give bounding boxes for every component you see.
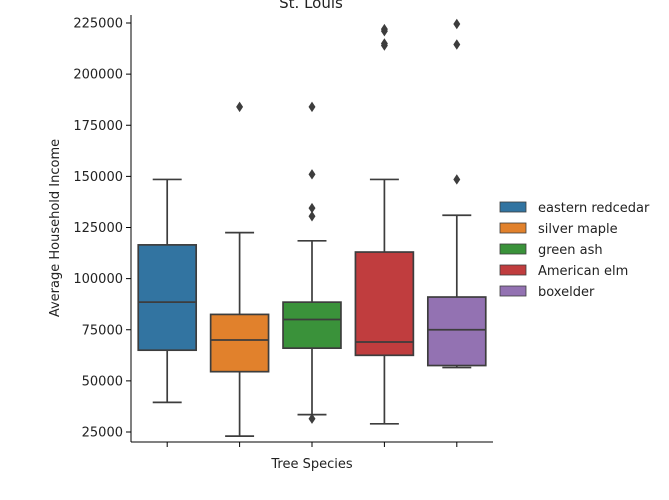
- y-axis-title: Average Household Income: [48, 139, 63, 317]
- y-tick-label: 225000: [73, 17, 123, 32]
- outlier-point: [308, 211, 316, 222]
- x-axis: [131, 441, 493, 447]
- outlier-point: [308, 169, 316, 180]
- y-tick-label: 125000: [73, 221, 123, 236]
- outlier-point: [308, 202, 316, 214]
- y-tick-label: 150000: [73, 170, 123, 185]
- y-tick-label: 175000: [73, 119, 123, 134]
- iqr-box: [426, 296, 487, 367]
- outlier-point: [380, 23, 388, 35]
- y-axis: 25000 50000 75000 100000 125000 150000 175000 2…: [73, 15, 132, 442]
- box-eastern-redcedar: [137, 178, 198, 404]
- legend-swatch: [499, 264, 527, 276]
- y-tick-label: 50000: [82, 374, 123, 389]
- y-tick-label: 100000: [73, 272, 123, 287]
- y-tick-label: 200000: [73, 68, 123, 83]
- outlier-point: [453, 39, 461, 50]
- legend-label: boxelder: [538, 285, 595, 300]
- legend-swatch: [499, 222, 527, 234]
- iqr-box: [354, 251, 415, 357]
- legend-item: boxelder: [499, 285, 595, 300]
- iqr-box: [282, 301, 342, 350]
- y-tick-label: 25000: [82, 426, 123, 441]
- chart-title: St. Louis: [279, 0, 343, 12]
- iqr-box: [209, 313, 270, 373]
- outlier-point: [308, 101, 316, 113]
- legend-item: American elm: [499, 264, 628, 279]
- legend-label: American elm: [538, 264, 628, 279]
- legend-swatch: [499, 243, 527, 255]
- boxes: [137, 18, 487, 437]
- box-american-elm: [354, 23, 415, 425]
- legend-item: silver maple: [499, 222, 618, 237]
- legend-item: eastern redcedar: [499, 201, 650, 216]
- legend-swatch: [499, 285, 527, 297]
- box-boxelder: [426, 18, 487, 369]
- outlier-point: [453, 174, 461, 185]
- outlier-point: [380, 38, 388, 49]
- x-axis-title: Tree Species: [270, 457, 352, 472]
- legend-label: silver maple: [538, 222, 618, 237]
- box-silver-maple: [209, 101, 270, 437]
- outlier-point: [236, 101, 244, 113]
- outlier-point: [308, 413, 316, 424]
- y-tick-label: 75000: [82, 323, 123, 338]
- iqr-box: [137, 244, 198, 352]
- outlier-point: [453, 18, 461, 30]
- legend-item: green ash: [499, 243, 603, 258]
- legend-label: green ash: [538, 243, 603, 258]
- legend-label: eastern redcedar: [538, 201, 650, 216]
- legend: eastern redcedar silver maple green ash Ame…: [499, 201, 650, 300]
- box-green-ash: [282, 101, 342, 424]
- legend-swatch: [499, 201, 527, 213]
